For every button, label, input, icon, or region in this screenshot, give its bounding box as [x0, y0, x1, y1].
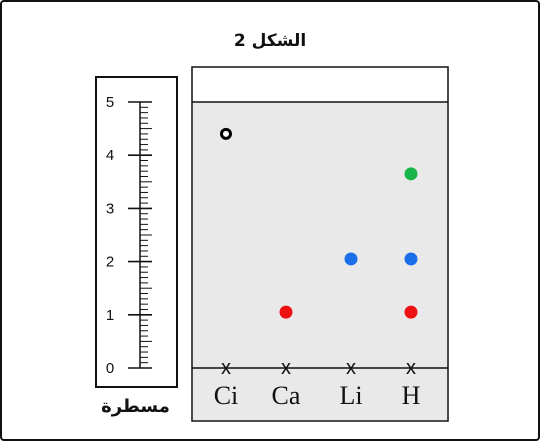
lane-labels: Ci Ca Li H: [214, 381, 421, 410]
spot-h: [404, 167, 418, 181]
ruler-ticks: [128, 101, 152, 369]
ruler-tick-label: 5: [106, 94, 114, 111]
ruler-label: مسطرة: [101, 396, 170, 417]
lane-label: Ci: [214, 381, 239, 410]
ruler-tick-label: 2: [106, 254, 114, 271]
plate-stationary-phase: [193, 102, 447, 420]
spot-h: [404, 305, 418, 319]
ruler-tick-labels: 0 1 2 3 4 5: [106, 94, 114, 377]
ruler-tick-label: 0: [106, 360, 114, 377]
spot-li: [344, 252, 358, 266]
ruler-body: [95, 76, 178, 388]
origin-mark: x: [346, 357, 356, 379]
ruler-tick-label: 1: [106, 307, 114, 324]
spot-ca: [279, 305, 293, 319]
sample-spots: [220, 127, 418, 319]
lane-label: H: [402, 381, 421, 410]
lane-label: Ca: [272, 381, 301, 410]
ruler-tick-label: 4: [106, 147, 114, 164]
origin-mark: x: [406, 357, 416, 379]
lane-label: Li: [339, 381, 362, 410]
spot-h: [404, 252, 418, 266]
origin-mark: x: [281, 357, 291, 379]
origin-mark: x: [221, 357, 231, 379]
figure-title: الشكل 2: [233, 31, 307, 51]
ruler-tick-label: 3: [106, 200, 114, 217]
spot-ci: [220, 127, 232, 140]
